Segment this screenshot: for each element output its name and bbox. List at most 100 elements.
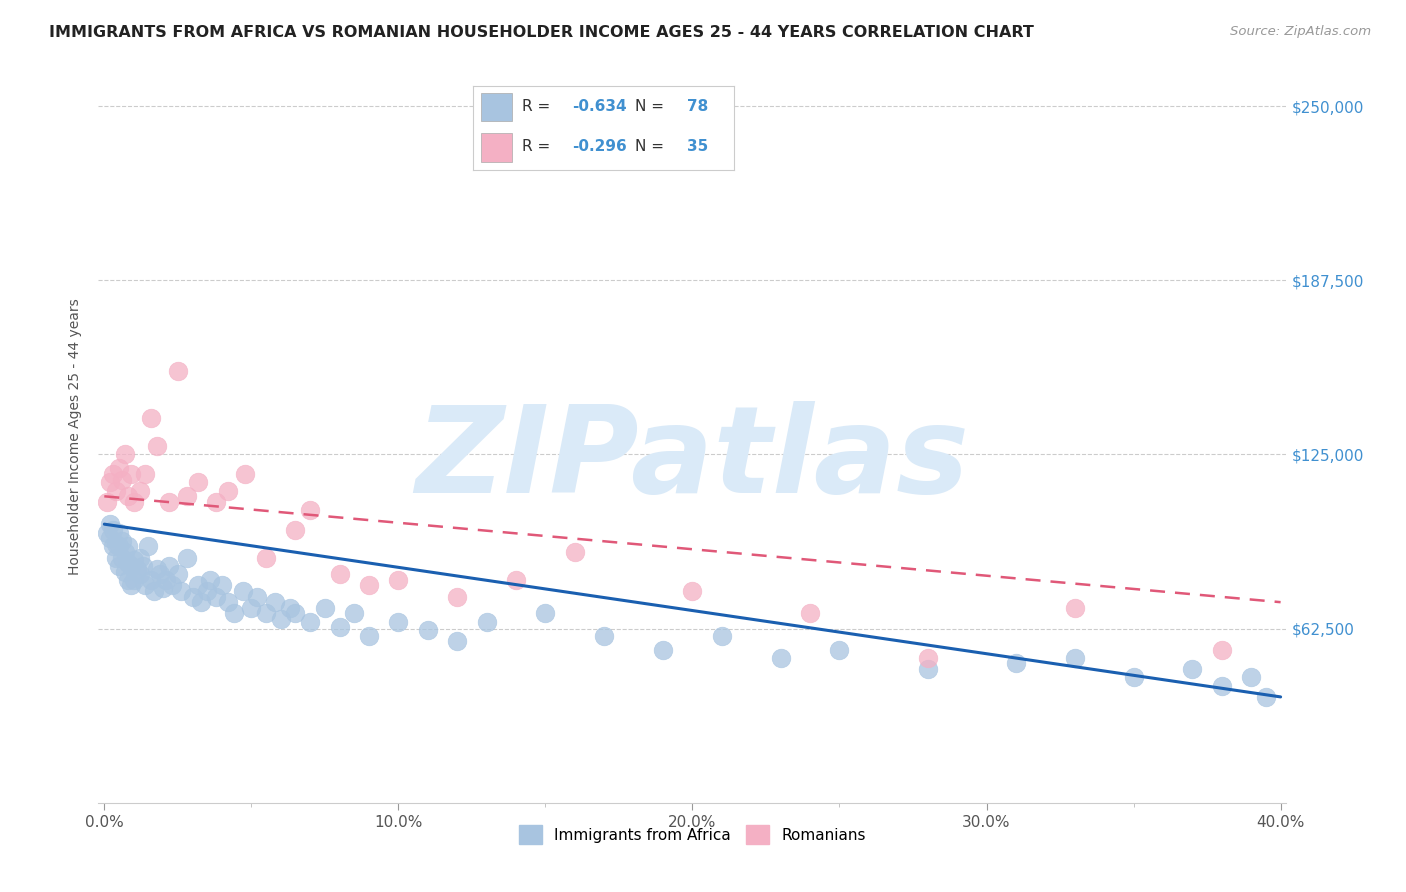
Point: [98, 517, 121, 532]
Point: [96, 495, 118, 509]
Point: [122, 573, 145, 587]
Point: [917, 662, 939, 676]
Point: [828, 642, 851, 657]
Point: [284, 523, 307, 537]
Point: [105, 536, 128, 550]
Point: [211, 578, 233, 592]
Point: [475, 615, 498, 629]
Point: [246, 590, 269, 604]
Point: [101, 467, 124, 481]
Point: [166, 567, 188, 582]
Point: [799, 607, 821, 621]
Point: [114, 545, 136, 559]
Point: [1181, 662, 1204, 676]
Point: [299, 615, 322, 629]
Point: [235, 467, 257, 481]
Point: [108, 558, 131, 573]
Point: [128, 550, 150, 565]
Point: [160, 578, 183, 592]
Point: [152, 581, 174, 595]
Point: [505, 573, 527, 587]
Point: [114, 448, 136, 462]
Point: [299, 503, 322, 517]
Point: [217, 483, 239, 498]
Point: [190, 595, 212, 609]
Point: [198, 573, 221, 587]
Point: [534, 607, 557, 621]
Point: [176, 550, 198, 565]
Point: [155, 573, 177, 587]
Point: [387, 615, 409, 629]
Point: [314, 600, 336, 615]
Point: [111, 550, 134, 565]
Point: [329, 567, 352, 582]
Point: [101, 523, 124, 537]
Point: [222, 607, 245, 621]
Point: [1063, 600, 1085, 615]
Point: [111, 533, 134, 548]
Point: [117, 489, 139, 503]
Y-axis label: Householder Income Ages 25 - 44 years: Householder Income Ages 25 - 44 years: [69, 299, 83, 575]
Point: [108, 525, 131, 540]
Point: [128, 567, 150, 582]
Legend: Immigrants from Africa, Romanians: Immigrants from Africa, Romanians: [513, 819, 872, 850]
Point: [1211, 679, 1233, 693]
Point: [117, 573, 139, 587]
Point: [446, 634, 468, 648]
Point: [564, 545, 586, 559]
Point: [205, 590, 228, 604]
Point: [149, 567, 172, 582]
Point: [682, 584, 704, 599]
Point: [114, 565, 136, 579]
Point: [1254, 690, 1277, 704]
Point: [343, 607, 366, 621]
Point: [1063, 651, 1085, 665]
Point: [117, 556, 139, 570]
Point: [1240, 670, 1263, 684]
Point: [105, 550, 128, 565]
Point: [176, 489, 198, 503]
Point: [187, 475, 209, 490]
Point: [387, 573, 409, 587]
Point: [284, 607, 307, 621]
Point: [143, 584, 166, 599]
Point: [131, 558, 153, 573]
Point: [416, 623, 439, 637]
Point: [98, 531, 121, 545]
Point: [1211, 642, 1233, 657]
Point: [98, 475, 121, 490]
Point: [108, 540, 131, 554]
Point: [217, 595, 239, 609]
Point: [117, 540, 139, 554]
Point: [270, 612, 292, 626]
Point: [446, 590, 468, 604]
Point: [120, 578, 142, 592]
Point: [769, 651, 792, 665]
Point: [122, 553, 145, 567]
Point: [111, 473, 134, 487]
Point: [141, 411, 163, 425]
Point: [593, 629, 616, 643]
Point: [1122, 670, 1144, 684]
Point: [138, 540, 160, 554]
Point: [146, 562, 169, 576]
Point: [652, 642, 675, 657]
Point: [146, 439, 169, 453]
Point: [122, 495, 145, 509]
Text: ZIPatlas: ZIPatlas: [415, 401, 970, 517]
Point: [263, 595, 285, 609]
Point: [357, 578, 380, 592]
Point: [917, 651, 939, 665]
Point: [128, 483, 150, 498]
Point: [96, 525, 118, 540]
Point: [141, 573, 163, 587]
Point: [157, 495, 180, 509]
Point: [105, 483, 128, 498]
Point: [101, 540, 124, 554]
Point: [134, 467, 156, 481]
Point: [710, 629, 733, 643]
Point: [120, 467, 142, 481]
Point: [254, 607, 277, 621]
Point: [166, 364, 188, 378]
Point: [329, 620, 352, 634]
